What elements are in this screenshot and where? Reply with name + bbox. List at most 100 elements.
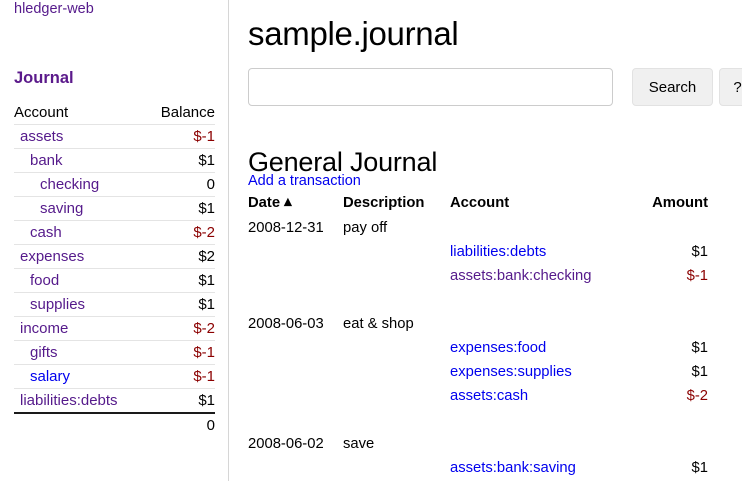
journal-table-body: 2008-12-31 pay off liabilities:debts $1 asse… (248, 216, 708, 481)
transaction-amount-placeholder (628, 432, 708, 456)
posting-account-link[interactable]: liabilities:debts (450, 244, 547, 260)
account-balance-cell: $-1 (145, 340, 215, 365)
account-link[interactable]: supplies (30, 296, 86, 313)
account-row: expenses $2 (14, 244, 215, 269)
posting-row: assets:cash $-2 (248, 384, 708, 408)
account-balance-cell: $-1 (145, 124, 215, 149)
posting-description-blank (343, 240, 450, 264)
column-header-date-label: Date (248, 195, 281, 211)
account-cell: expenses (14, 244, 146, 269)
account-link[interactable]: liabilities:debts (20, 392, 118, 409)
posting-row: assets:bank:checking $-1 (248, 264, 708, 288)
account-link[interactable]: salary (30, 368, 71, 385)
account-balance-cell: $2 (145, 244, 215, 269)
posting-account-link[interactable]: assets:bank:saving (450, 460, 576, 476)
accounts-balance-table: Account Balance assets $-1 bank $1 checking 0… (14, 103, 215, 437)
posting-date-blank (248, 384, 343, 408)
account-cell: supplies (14, 292, 146, 317)
posting-amount-cell: $1 (691, 364, 708, 380)
account-balance-cell: 0 (145, 172, 215, 197)
transaction-row: 2008-06-02 save (248, 432, 708, 456)
posting-description-blank (343, 336, 450, 360)
account-cell: assets (14, 124, 146, 149)
account-row: supplies $1 (14, 292, 215, 317)
journal-table-head: Date ▴ Description Account Amount (248, 194, 708, 216)
posting-account-cell: assets:bank:saving (450, 456, 628, 480)
account-link[interactable]: gifts (30, 344, 58, 361)
posting-account-cell: liabilities:debts (450, 240, 628, 264)
transaction-description: eat & shop (343, 316, 414, 332)
posting-row: expenses:supplies $1 (248, 360, 708, 384)
posting-account-cell: expenses:supplies (450, 360, 628, 384)
account-cell: food (14, 268, 146, 293)
transaction-date: 2008-06-03 (248, 316, 324, 332)
posting-account-link[interactable]: expenses:supplies (450, 364, 572, 380)
add-transaction-link[interactable]: Add a transaction (248, 173, 361, 189)
account-row: cash $-2 (14, 220, 215, 245)
transaction-account-placeholder (450, 216, 628, 240)
posting-row: expenses:food $1 (248, 336, 708, 360)
transaction-row: 2008-12-31 pay off (248, 216, 708, 240)
account-row: saving $1 (14, 196, 215, 221)
brand-link[interactable]: hledger-web (14, 1, 94, 17)
accounts-total-balance: 0 (145, 412, 215, 437)
posting-account-link[interactable]: assets:cash (450, 388, 529, 404)
column-header-description[interactable]: Description (343, 194, 425, 211)
account-link[interactable]: assets (20, 128, 64, 145)
posting-account-link[interactable]: expenses:food (450, 340, 547, 356)
account-link[interactable]: checking (40, 176, 100, 193)
posting-date-blank (248, 360, 343, 384)
account-link[interactable]: expenses (20, 248, 85, 265)
account-balance-cell: $1 (145, 388, 215, 413)
account-cell: checking (14, 172, 146, 197)
search-form: Search ? (248, 68, 742, 106)
journal-transactions-table: Date ▴ Description Account Amount 2008-12… (248, 194, 708, 481)
account-link[interactable]: income (20, 320, 69, 337)
section-title: General Journal (248, 147, 438, 178)
posting-description-blank (343, 456, 450, 480)
posting-date-blank (248, 240, 343, 264)
posting-account-cell: assets:cash (450, 384, 628, 408)
journal-table-header-row: Date ▴ Description Account Amount (248, 194, 708, 216)
account-cell: saving (14, 196, 146, 221)
account-link[interactable]: saving (40, 200, 84, 217)
transaction-spacer (248, 408, 708, 432)
posting-amount-cell: $-1 (686, 268, 708, 284)
account-cell: liabilities:debts (14, 388, 146, 413)
search-input[interactable] (248, 68, 613, 106)
column-header-amount[interactable]: Amount (652, 194, 708, 211)
transaction-account-placeholder (450, 312, 628, 336)
account-link[interactable]: food (30, 272, 60, 289)
account-balance-cell: $1 (145, 196, 215, 221)
posting-account-link[interactable]: assets:bank:checking (450, 268, 592, 284)
sidebar-section-title: Journal (14, 69, 74, 87)
posting-account-cell: assets:bank:checking (450, 264, 628, 288)
posting-date-blank (248, 336, 343, 360)
posting-amount-cell: $1 (691, 244, 708, 260)
transaction-row: 2008-06-03 eat & shop (248, 312, 708, 336)
column-header-balance: Balance (160, 104, 215, 121)
transaction-amount-placeholder (628, 216, 708, 240)
search-button[interactable]: Search (632, 68, 713, 106)
posting-date-blank (248, 264, 343, 288)
account-row: gifts $-1 (14, 340, 215, 365)
posting-account-cell: expenses:food (450, 336, 628, 360)
column-header-date[interactable]: Date ▴ (248, 194, 343, 216)
posting-description-blank (343, 384, 450, 408)
page-title: sample.journal (248, 15, 459, 53)
account-link[interactable]: bank (30, 152, 63, 169)
accounts-table-header-row: Account Balance (14, 103, 215, 125)
account-link[interactable]: cash (30, 224, 62, 241)
accounts-table-body: assets $-1 bank $1 checking 0 saving $1 cash $-2 e… (14, 124, 215, 437)
column-header-account: Account (14, 104, 69, 121)
account-balance-cell: $-2 (145, 316, 215, 341)
accounts-total-row: 0 (14, 412, 215, 437)
account-cell: cash (14, 220, 146, 245)
main-content: sample.journal Search ? General Journal … (229, 0, 742, 481)
transaction-description: save (343, 436, 375, 452)
transaction-date: 2008-12-31 (248, 220, 324, 236)
posting-description-blank (343, 360, 450, 384)
account-cell: income (14, 316, 146, 341)
help-button[interactable]: ? (719, 68, 742, 106)
column-header-account[interactable]: Account (450, 194, 510, 211)
